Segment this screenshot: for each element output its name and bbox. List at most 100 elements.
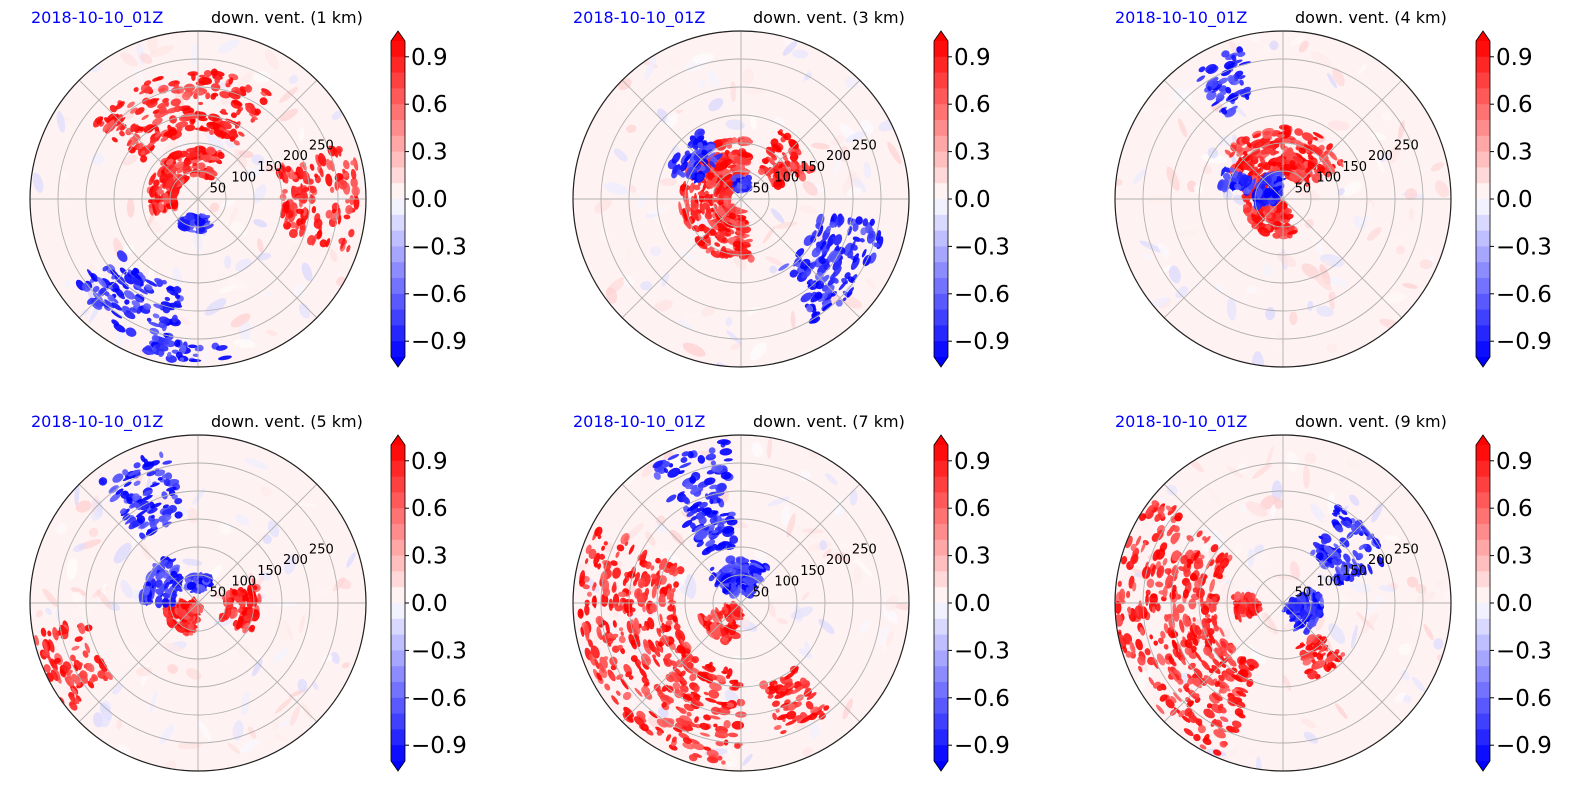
field-cell [1255, 188, 1263, 199]
azimuth-spoke [740, 79, 861, 200]
field-noise [1395, 245, 1406, 255]
field-cell [182, 165, 191, 171]
field-cell [146, 317, 152, 322]
field-cell [228, 77, 234, 85]
field-cell [99, 287, 107, 295]
colorbar-segment [934, 666, 948, 683]
field-noise [1404, 188, 1418, 201]
field-cell [215, 345, 228, 351]
field-noise [799, 285, 807, 293]
field-cell [327, 145, 336, 157]
field-cell [164, 587, 169, 594]
field-noise [809, 722, 821, 739]
field-cell [670, 660, 678, 668]
colorbar-segment [391, 230, 405, 247]
field-cell [656, 627, 662, 638]
field-noise [646, 205, 670, 215]
field-noise [842, 295, 863, 309]
field-cell [120, 490, 130, 499]
colorbar-segment [391, 682, 405, 699]
field-noise [42, 588, 59, 607]
field-noise [35, 609, 43, 618]
field-cell [183, 83, 196, 92]
radial-tick-label: 50 [210, 181, 227, 196]
field-cell [1232, 170, 1239, 179]
field-noise [887, 141, 902, 165]
panel-date: 2018-10-10_01Z [1115, 8, 1248, 27]
field-cell [714, 242, 721, 247]
plot-outline [572, 30, 910, 368]
field-cell [1282, 218, 1288, 223]
field-noise [60, 172, 70, 181]
field-noise [71, 591, 83, 603]
field-cell [140, 494, 153, 502]
field-noise [730, 343, 742, 351]
field-noise [885, 630, 894, 648]
field-cell [159, 451, 164, 459]
field-cell [174, 339, 181, 348]
field-cell [846, 291, 853, 298]
field-noise [1316, 305, 1334, 317]
field-cell [158, 202, 165, 212]
field-cell [1207, 86, 1212, 92]
field-noise [139, 53, 153, 64]
field-noise [765, 256, 783, 266]
colorbar-segment [391, 199, 405, 216]
field-cell [739, 178, 753, 184]
field-cell [815, 241, 823, 248]
field-cell [224, 607, 232, 621]
field-noise [839, 540, 850, 550]
colorbar-outline [390, 30, 406, 368]
field-cell [133, 462, 141, 469]
field-cell [192, 353, 199, 357]
field-cell [794, 169, 800, 175]
field-noise [295, 502, 316, 507]
field-cell [165, 203, 171, 208]
field-noise [876, 626, 889, 645]
field-cell [652, 654, 657, 659]
field-noise [167, 664, 179, 674]
colorbar-segment [934, 476, 948, 493]
colorbar-segment [1476, 713, 1490, 730]
field-noise [845, 283, 854, 295]
field-cell [584, 604, 590, 616]
field-cell [1217, 180, 1224, 190]
field-cell [140, 150, 146, 156]
field-cell [164, 339, 176, 348]
field-cell [709, 160, 716, 168]
field-cell [86, 663, 95, 673]
field-cell [145, 279, 158, 287]
field-cell [811, 311, 821, 319]
field-cell [192, 162, 198, 167]
field-cell [852, 223, 859, 232]
colorbar-segment [1476, 571, 1490, 588]
field-noise [790, 606, 814, 620]
field-cell [1299, 162, 1308, 169]
field-cell [850, 257, 860, 270]
colorbar-segment [1476, 214, 1490, 232]
field-noise [125, 644, 138, 661]
field-noise [656, 515, 666, 526]
field-cell [120, 307, 127, 313]
field-cell [125, 327, 137, 337]
colorbar-tick-label: 0.0 [411, 591, 448, 617]
field-noise [289, 705, 300, 726]
field-cell [158, 316, 170, 324]
colorbar-tick-label: 0.0 [411, 187, 448, 213]
field-cell [158, 515, 167, 522]
colorbar-segment [391, 135, 405, 153]
colorbar-segment [934, 56, 948, 74]
field-cell [661, 701, 667, 708]
field-noise [802, 180, 818, 196]
field-cell [595, 615, 603, 626]
field-cell [349, 194, 355, 206]
field-cell [191, 73, 196, 81]
field-noise [669, 53, 684, 71]
field-noise [227, 742, 241, 754]
field-cell [678, 201, 683, 216]
field-cell [1198, 66, 1206, 73]
panel-date: 2018-10-10_01Z [573, 412, 706, 431]
field-cell [167, 124, 173, 133]
colorbar-segment [1476, 246, 1490, 263]
field-cell [130, 123, 136, 129]
